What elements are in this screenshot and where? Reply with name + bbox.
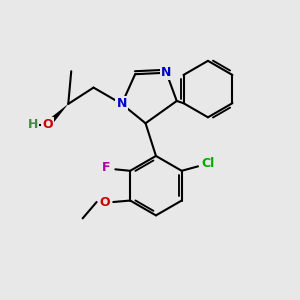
Text: H: H [27, 118, 38, 131]
Text: N: N [161, 66, 172, 79]
Text: N: N [117, 98, 127, 110]
Text: O: O [42, 118, 53, 131]
Polygon shape [45, 104, 68, 127]
Text: Cl: Cl [202, 157, 215, 170]
Text: F: F [102, 161, 111, 174]
Text: O: O [100, 196, 110, 208]
